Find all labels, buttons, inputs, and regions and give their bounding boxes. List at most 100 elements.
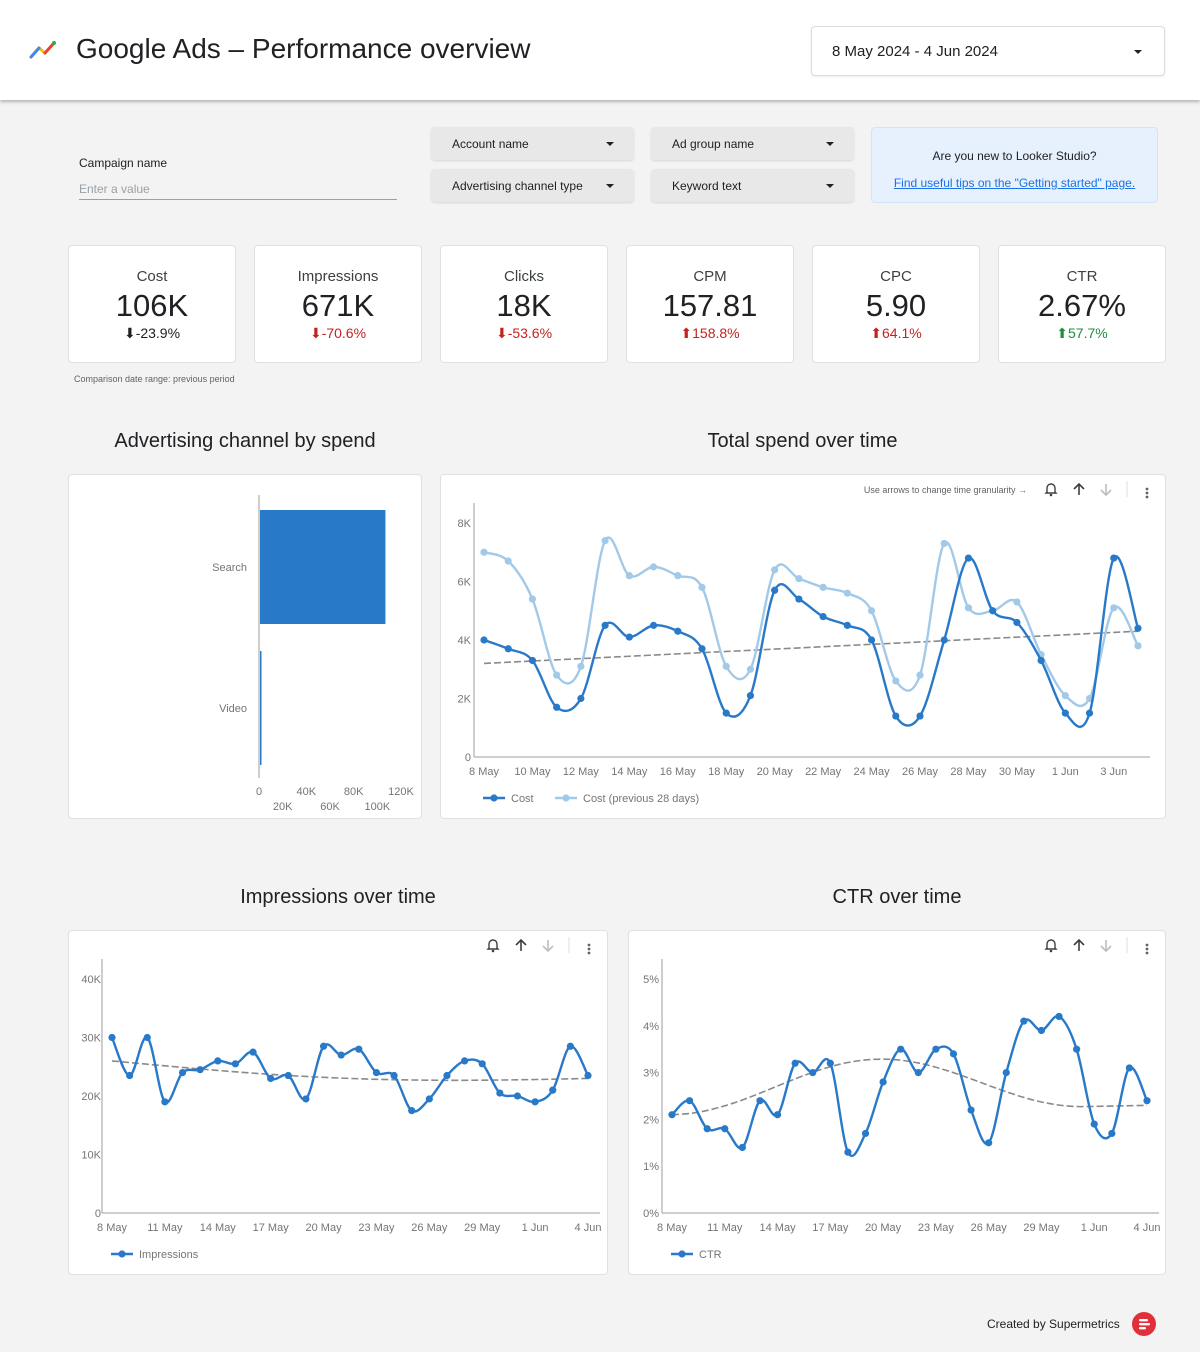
data-point[interactable] [746, 665, 755, 673]
data-point[interactable] [249, 1048, 257, 1056]
data-point[interactable] [425, 1095, 433, 1103]
data-point[interactable] [1125, 1064, 1134, 1072]
more-vert-icon[interactable] [1145, 487, 1149, 499]
data-point[interactable] [625, 572, 633, 580]
data-point[interactable] [443, 1071, 451, 1080]
arrow-up-icon[interactable] [1073, 938, 1085, 951]
data-point[interactable] [685, 1097, 694, 1105]
data-point[interactable] [698, 583, 706, 591]
data-point[interactable] [649, 563, 658, 571]
data-point[interactable] [528, 595, 537, 603]
data-point[interactable] [553, 703, 561, 711]
data-point[interactable] [355, 1045, 363, 1053]
supermetrics-logo-icon[interactable] [1132, 1312, 1156, 1336]
data-point[interactable] [897, 1045, 905, 1053]
data-point[interactable] [528, 656, 537, 665]
data-point[interactable] [771, 566, 779, 574]
account-name-filter[interactable]: Account name [431, 127, 634, 160]
data-point[interactable] [795, 595, 803, 603]
data-point[interactable] [674, 627, 682, 635]
data-point[interactable] [932, 1045, 940, 1053]
data-point[interactable] [161, 1098, 169, 1106]
data-point[interactable] [916, 712, 924, 720]
keyword-text-filter[interactable]: Keyword text [651, 169, 854, 202]
legend-item[interactable]: Cost (previous 28 days) [555, 793, 699, 805]
getting-started-link[interactable]: Find useful tips on the "Getting started… [893, 176, 1136, 190]
data-point[interactable] [143, 1033, 151, 1042]
data-point[interactable] [964, 604, 973, 612]
data-point[interactable] [722, 662, 730, 670]
data-point[interactable] [531, 1098, 539, 1106]
data-point[interactable] [496, 1089, 504, 1097]
data-point[interactable] [584, 1071, 592, 1080]
data-point[interactable] [601, 536, 609, 545]
data-point[interactable] [513, 1092, 522, 1100]
data-point[interactable] [674, 572, 682, 580]
data-point[interactable] [668, 1111, 676, 1119]
more-vert-icon[interactable] [587, 943, 591, 955]
data-point[interactable] [809, 1069, 817, 1077]
data-point[interactable] [756, 1097, 764, 1105]
data-point[interactable] [916, 671, 924, 679]
data-point[interactable] [108, 1033, 116, 1042]
data-point[interactable] [746, 691, 755, 700]
data-point[interactable] [1020, 1017, 1028, 1025]
data-point[interactable] [721, 1125, 729, 1133]
data-point[interactable] [791, 1059, 799, 1067]
data-point[interactable] [940, 636, 948, 644]
campaign-name-input[interactable] [79, 178, 397, 200]
data-point[interactable] [504, 645, 512, 653]
data-point[interactable] [738, 1143, 746, 1152]
data-point[interactable] [795, 574, 803, 583]
data-point[interactable] [722, 709, 730, 717]
data-point[interactable] [566, 1042, 574, 1050]
data-point[interactable] [1037, 1026, 1046, 1035]
data-point[interactable] [577, 662, 585, 670]
bar-search[interactable] [260, 510, 386, 624]
data-point[interactable] [302, 1095, 310, 1103]
bell-icon[interactable] [486, 939, 500, 953]
data-point[interactable] [989, 607, 997, 615]
data-point[interactable] [771, 586, 779, 594]
data-point[interactable] [1055, 1012, 1063, 1021]
data-point[interactable] [819, 613, 827, 621]
data-point[interactable] [178, 1069, 187, 1077]
data-point[interactable] [1110, 554, 1118, 562]
data-point[interactable] [861, 1129, 870, 1138]
data-point[interactable] [372, 1069, 381, 1077]
data-point[interactable] [460, 1057, 469, 1065]
data-point[interactable] [1037, 656, 1045, 665]
data-point[interactable] [1110, 604, 1118, 612]
data-point[interactable] [698, 645, 706, 653]
data-point[interactable] [914, 1069, 922, 1077]
data-point[interactable] [214, 1057, 222, 1065]
data-point[interactable] [867, 607, 876, 615]
arrow-up-icon[interactable] [515, 938, 527, 951]
data-point[interactable] [1061, 709, 1069, 717]
data-point[interactable] [196, 1066, 204, 1074]
data-point[interactable] [949, 1050, 958, 1058]
data-point[interactable] [1090, 1120, 1098, 1128]
arrow-down-icon[interactable] [542, 940, 554, 953]
arrow-down-icon[interactable] [1100, 484, 1112, 497]
data-point[interactable] [319, 1042, 328, 1050]
data-point[interactable] [649, 621, 658, 629]
data-point[interactable] [408, 1107, 416, 1115]
data-point[interactable] [284, 1071, 292, 1080]
date-range-picker[interactable]: 8 May 2024 - 4 Jun 2024 [811, 26, 1165, 76]
data-point[interactable] [1073, 1045, 1081, 1053]
data-point[interactable] [625, 633, 633, 641]
data-point[interactable] [553, 671, 561, 679]
data-point[interactable] [843, 589, 851, 597]
data-point[interactable] [773, 1111, 782, 1119]
data-point[interactable] [826, 1059, 834, 1067]
data-point[interactable] [819, 583, 827, 591]
data-point[interactable] [892, 712, 900, 720]
data-point[interactable] [967, 1106, 975, 1114]
advertising-channel-type-filter[interactable]: Advertising channel type [431, 169, 634, 202]
data-point[interactable] [843, 621, 851, 629]
arrow-up-icon[interactable] [1073, 482, 1085, 495]
legend-item[interactable]: CTR [671, 1249, 722, 1261]
data-point[interactable] [231, 1060, 240, 1068]
legend-item[interactable]: Impressions [111, 1249, 199, 1261]
